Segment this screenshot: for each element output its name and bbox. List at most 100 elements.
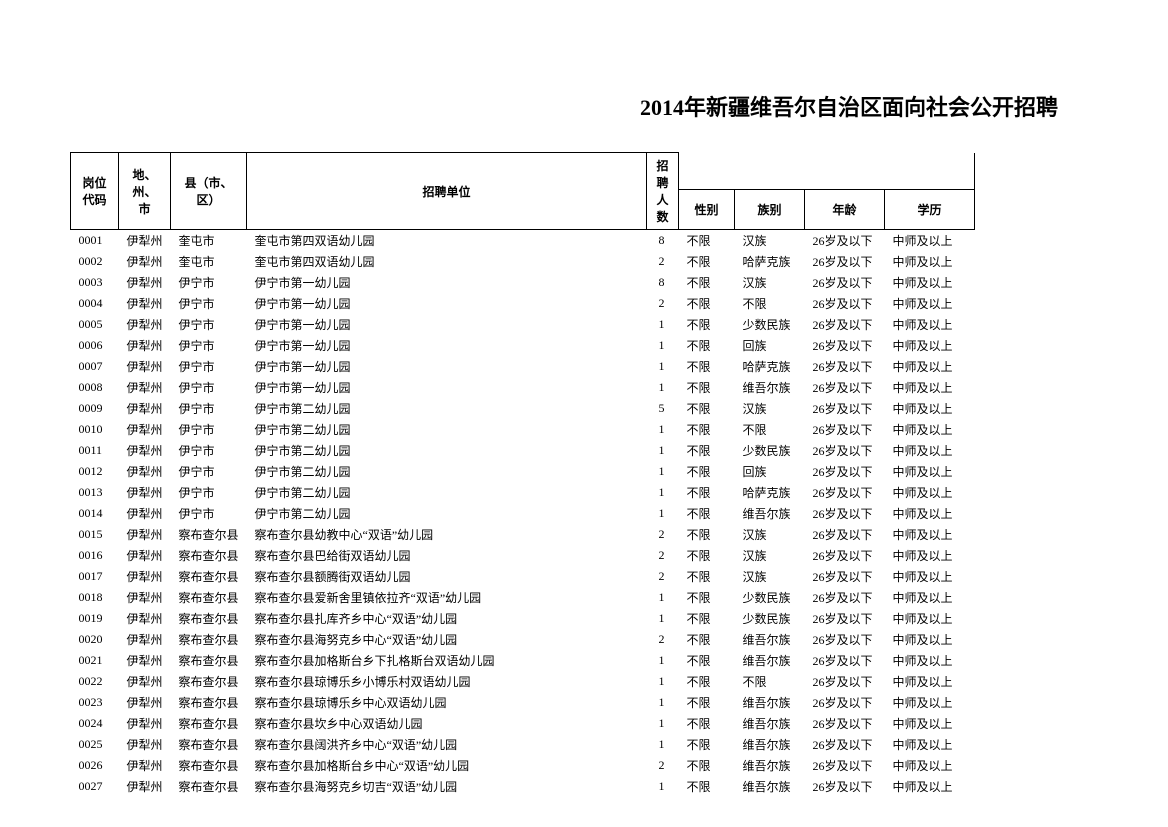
cell-gender: 不限 bbox=[679, 356, 735, 377]
cell-code: 0023 bbox=[71, 692, 119, 713]
cell-code: 0027 bbox=[71, 776, 119, 797]
cell-ethnic: 不限 bbox=[735, 671, 805, 692]
cell-count: 2 bbox=[647, 755, 679, 776]
cell-unit: 察布查尔县扎库齐乡中心“双语”幼儿园 bbox=[247, 608, 647, 629]
cell-edu: 中师及以上 bbox=[885, 629, 975, 650]
table-row: 0014伊犁州伊宁市伊宁市第二幼儿园1不限维吾尔族26岁及以下中师及以上 bbox=[71, 503, 975, 524]
cell-count: 1 bbox=[647, 734, 679, 755]
cell-age: 26岁及以下 bbox=[805, 335, 885, 356]
cell-count: 8 bbox=[647, 230, 679, 252]
cell-gender: 不限 bbox=[679, 650, 735, 671]
cell-region: 伊犁州 bbox=[119, 314, 171, 335]
cell-count: 1 bbox=[647, 335, 679, 356]
cell-ethnic: 维吾尔族 bbox=[735, 629, 805, 650]
cell-count: 2 bbox=[647, 293, 679, 314]
cell-edu: 中师及以上 bbox=[885, 671, 975, 692]
cell-county: 伊宁市 bbox=[171, 293, 247, 314]
cell-ethnic: 维吾尔族 bbox=[735, 692, 805, 713]
cell-age: 26岁及以下 bbox=[805, 524, 885, 545]
table-row: 0012伊犁州伊宁市伊宁市第二幼儿园1不限回族26岁及以下中师及以上 bbox=[71, 461, 975, 482]
header-age: 年龄 bbox=[805, 189, 885, 229]
cell-age: 26岁及以下 bbox=[805, 293, 885, 314]
cell-county: 伊宁市 bbox=[171, 482, 247, 503]
cell-count: 8 bbox=[647, 272, 679, 293]
table-row: 0003伊犁州伊宁市伊宁市第一幼儿园8不限汉族26岁及以下中师及以上 bbox=[71, 272, 975, 293]
cell-count: 2 bbox=[647, 545, 679, 566]
cell-region: 伊犁州 bbox=[119, 587, 171, 608]
cell-edu: 中师及以上 bbox=[885, 335, 975, 356]
cell-county: 伊宁市 bbox=[171, 377, 247, 398]
cell-age: 26岁及以下 bbox=[805, 398, 885, 419]
cell-code: 0007 bbox=[71, 356, 119, 377]
cell-count: 1 bbox=[647, 671, 679, 692]
cell-unit: 察布查尔县琼博乐乡小博乐村双语幼儿园 bbox=[247, 671, 647, 692]
cell-unit: 奎屯市第四双语幼儿园 bbox=[247, 251, 647, 272]
cell-county: 察布查尔县 bbox=[171, 545, 247, 566]
cell-ethnic: 维吾尔族 bbox=[735, 650, 805, 671]
cell-ethnic: 汉族 bbox=[735, 545, 805, 566]
cell-edu: 中师及以上 bbox=[885, 776, 975, 797]
cell-code: 0021 bbox=[71, 650, 119, 671]
cell-unit: 伊宁市第二幼儿园 bbox=[247, 440, 647, 461]
cell-region: 伊犁州 bbox=[119, 230, 171, 252]
cell-region: 伊犁州 bbox=[119, 293, 171, 314]
cell-unit: 伊宁市第一幼儿园 bbox=[247, 314, 647, 335]
cell-unit: 察布查尔县幼教中心“双语”幼儿园 bbox=[247, 524, 647, 545]
cell-region: 伊犁州 bbox=[119, 377, 171, 398]
cell-edu: 中师及以上 bbox=[885, 524, 975, 545]
cell-ethnic: 哈萨克族 bbox=[735, 482, 805, 503]
cell-region: 伊犁州 bbox=[119, 629, 171, 650]
cell-ethnic: 少数民族 bbox=[735, 440, 805, 461]
cell-ethnic: 维吾尔族 bbox=[735, 377, 805, 398]
cell-county: 伊宁市 bbox=[171, 398, 247, 419]
cell-county: 伊宁市 bbox=[171, 272, 247, 293]
cell-edu: 中师及以上 bbox=[885, 608, 975, 629]
cell-unit: 察布查尔县加格斯台乡中心“双语”幼儿园 bbox=[247, 755, 647, 776]
cell-region: 伊犁州 bbox=[119, 566, 171, 587]
cell-ethnic: 维吾尔族 bbox=[735, 734, 805, 755]
cell-county: 察布查尔县 bbox=[171, 629, 247, 650]
cell-unit: 察布查尔县海努克乡中心“双语”幼儿园 bbox=[247, 629, 647, 650]
cell-unit: 察布查尔县加格斯台乡下扎格斯台双语幼儿园 bbox=[247, 650, 647, 671]
table-row: 0017伊犁州察布查尔县察布查尔县额腾街双语幼儿园2不限汉族26岁及以下中师及以… bbox=[71, 566, 975, 587]
cell-edu: 中师及以上 bbox=[885, 755, 975, 776]
cell-ethnic: 少数民族 bbox=[735, 608, 805, 629]
cell-gender: 不限 bbox=[679, 503, 735, 524]
cell-code: 0006 bbox=[71, 335, 119, 356]
cell-count: 1 bbox=[647, 419, 679, 440]
cell-county: 察布查尔县 bbox=[171, 524, 247, 545]
cell-age: 26岁及以下 bbox=[805, 671, 885, 692]
table-row: 0026伊犁州察布查尔县察布查尔县加格斯台乡中心“双语”幼儿园2不限维吾尔族26… bbox=[71, 755, 975, 776]
cell-age: 26岁及以下 bbox=[805, 251, 885, 272]
cell-region: 伊犁州 bbox=[119, 398, 171, 419]
cell-count: 2 bbox=[647, 566, 679, 587]
cell-county: 奎屯市 bbox=[171, 230, 247, 252]
cell-code: 0001 bbox=[71, 230, 119, 252]
cell-region: 伊犁州 bbox=[119, 482, 171, 503]
cell-gender: 不限 bbox=[679, 440, 735, 461]
cell-gender: 不限 bbox=[679, 314, 735, 335]
cell-unit: 察布查尔县爱新舍里镇依拉齐“双语”幼儿园 bbox=[247, 587, 647, 608]
cell-gender: 不限 bbox=[679, 713, 735, 734]
cell-county: 察布查尔县 bbox=[171, 566, 247, 587]
cell-age: 26岁及以下 bbox=[805, 419, 885, 440]
cell-age: 26岁及以下 bbox=[805, 608, 885, 629]
cell-region: 伊犁州 bbox=[119, 671, 171, 692]
table-row: 0020伊犁州察布查尔县察布查尔县海努克乡中心“双语”幼儿园2不限维吾尔族26岁… bbox=[71, 629, 975, 650]
cell-edu: 中师及以上 bbox=[885, 734, 975, 755]
cell-ethnic: 不限 bbox=[735, 419, 805, 440]
cell-region: 伊犁州 bbox=[119, 734, 171, 755]
cell-region: 伊犁州 bbox=[119, 524, 171, 545]
cell-region: 伊犁州 bbox=[119, 776, 171, 797]
cell-code: 0009 bbox=[71, 398, 119, 419]
header-code: 岗位代码 bbox=[71, 153, 119, 230]
cell-county: 察布查尔县 bbox=[171, 671, 247, 692]
table-row: 0027伊犁州察布查尔县察布查尔县海努克乡切吉“双语”幼儿园1不限维吾尔族26岁… bbox=[71, 776, 975, 797]
cell-gender: 不限 bbox=[679, 545, 735, 566]
cell-code: 0014 bbox=[71, 503, 119, 524]
cell-county: 察布查尔县 bbox=[171, 713, 247, 734]
cell-edu: 中师及以上 bbox=[885, 377, 975, 398]
cell-county: 察布查尔县 bbox=[171, 587, 247, 608]
cell-gender: 不限 bbox=[679, 734, 735, 755]
cell-unit: 察布查尔县巴给街双语幼儿园 bbox=[247, 545, 647, 566]
